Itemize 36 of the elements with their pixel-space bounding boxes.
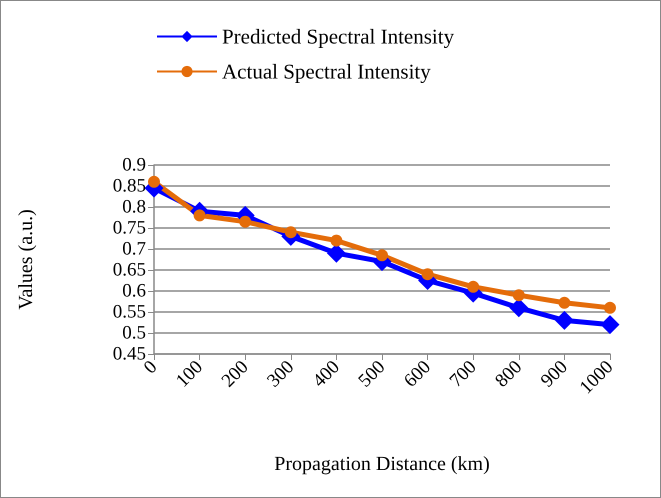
point (194, 209, 206, 222)
point (467, 280, 480, 293)
x-axis-title: Propagation Distance (km) (274, 453, 490, 475)
x-tick-label: 400 (308, 356, 344, 392)
point (239, 216, 252, 228)
y-axis-title: Values (a.u.) (15, 209, 37, 310)
point (148, 176, 160, 188)
y-tick-label: 0.9 (122, 154, 146, 176)
point (558, 296, 570, 309)
point (422, 268, 434, 280)
point (512, 289, 525, 302)
legend-label: Actual Spectral Intensity (222, 60, 432, 84)
x-tick-label: 700 (446, 356, 481, 392)
point (376, 249, 388, 262)
x-tick-label: 200 (218, 356, 253, 392)
y-tick-label: 0.6 (122, 280, 146, 302)
point (284, 226, 297, 238)
y-tick-label: 0.5 (122, 322, 146, 344)
y-tick-label: 0.45 (112, 344, 146, 364)
x-tick-label: 800 (491, 356, 526, 392)
point (604, 302, 616, 314)
point (330, 234, 342, 247)
y-tick-label: 0.75 (112, 218, 146, 238)
x-tick-label: 100 (172, 356, 208, 392)
x-tick-label: 500 (354, 356, 390, 392)
y-tick-label: 0.65 (112, 260, 146, 280)
x-tick-label: 300 (263, 356, 298, 392)
y-tick-label: 0.8 (122, 196, 146, 218)
y-tick-label: 0.55 (112, 302, 146, 322)
point (600, 315, 620, 334)
y-tick-label: 0.85 (112, 176, 146, 196)
legend-label: Predicted Spectral Intensity (222, 24, 455, 48)
point (554, 310, 574, 330)
x-tick-label: 900 (536, 356, 572, 392)
y-tick-label: 0.7 (122, 238, 146, 260)
x-tick-label: 600 (400, 356, 436, 392)
